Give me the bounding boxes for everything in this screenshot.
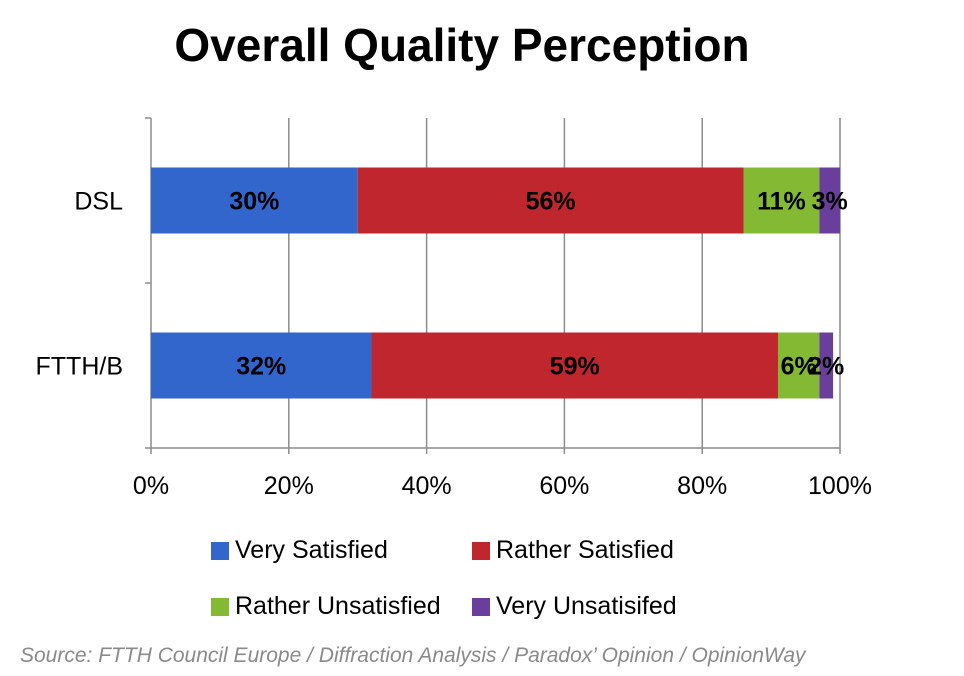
bar-segment xyxy=(151,332,372,399)
bar-segment xyxy=(151,167,358,234)
legend-item-rather-satisfied: Rather Satisfied xyxy=(472,536,674,565)
bar-segment xyxy=(357,167,744,234)
data-label: 30% xyxy=(229,188,279,216)
data-label: 2% xyxy=(808,353,844,381)
bar-segment xyxy=(371,332,778,399)
x-tick-label: 60% xyxy=(539,472,589,500)
data-label: 32% xyxy=(236,353,286,381)
data-label: 3% xyxy=(812,188,848,216)
legend-swatch xyxy=(211,597,229,616)
data-label: 11% xyxy=(757,188,806,216)
source-note: Source: FTTH Council Europe / Diffractio… xyxy=(20,644,806,667)
legend-label: Very Satisfied xyxy=(235,536,388,564)
x-tick-label: 100% xyxy=(808,472,872,500)
data-label: 59% xyxy=(550,353,600,381)
legend-label: Rather Satisfied xyxy=(496,536,674,564)
x-tick-label: 20% xyxy=(264,472,314,500)
x-tick-label: 80% xyxy=(677,472,727,500)
legend-item-very-satisfied: Very Satisfied xyxy=(211,536,388,565)
data-label: 56% xyxy=(526,188,576,216)
legend-label: Very Unsatisifed xyxy=(496,592,677,620)
legend-item-very-unsatisfied: Very Unsatisifed xyxy=(472,592,677,621)
bar-segment xyxy=(819,332,834,399)
legend-item-rather-unsatisfied: Rather Unsatisfied xyxy=(211,592,441,621)
category-label: DSL xyxy=(74,188,123,216)
data-labels: 30% 56% 11% 3% 32% 59% 6%2% xyxy=(229,188,847,381)
bars xyxy=(151,167,840,399)
legend-swatch xyxy=(472,541,490,560)
chart-title: Overall Quality Perception xyxy=(174,19,750,71)
bar-segment xyxy=(777,332,820,399)
bar-segment xyxy=(743,167,820,234)
legend-label: Rather Unsatisfied xyxy=(235,592,441,620)
data-label: 6% xyxy=(781,353,817,381)
category-label: FTTH/B xyxy=(36,353,124,381)
x-tick-label: 40% xyxy=(402,472,452,500)
legend-swatch xyxy=(472,597,490,616)
bar-segment xyxy=(819,167,840,234)
legend-swatch xyxy=(211,541,229,560)
tick-labels: 0% 20% 40% 60% 80% 100% DSL FTTH/B xyxy=(36,188,872,501)
stacked-bar-chart: 30% 56% 11% 3% 32% 59% 6%2% 0% 20% 40% 60% 80% 100%… xyxy=(36,117,872,501)
x-tick-label: 0% xyxy=(133,472,169,500)
